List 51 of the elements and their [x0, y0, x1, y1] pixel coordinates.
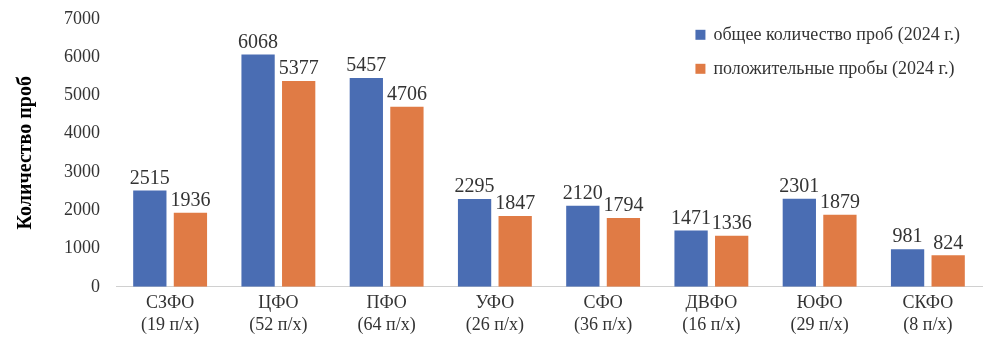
bar: [282, 80, 316, 287]
x-tick-label: СФО (36 п/х): [574, 292, 633, 335]
bar: [349, 77, 383, 287]
bar: [498, 216, 532, 287]
bar: [606, 218, 641, 287]
bar: [241, 54, 275, 287]
bar: [173, 212, 208, 287]
bar: [457, 198, 492, 287]
x-tick-label: ЦФО (52 п/х): [249, 292, 308, 335]
data-label: 1879: [819, 190, 860, 213]
data-label: 1336: [711, 210, 752, 233]
bar: [782, 198, 816, 287]
y-tick-label: 0: [91, 275, 100, 296]
x-tick-label: ПФО (64 п/х): [357, 292, 416, 335]
bar: [133, 190, 167, 287]
legend-label: положительные пробы (2024 г.): [713, 57, 955, 79]
x-tick-label: СКФО (8 п/х): [902, 292, 954, 335]
y-axis-title: Количество проб: [13, 76, 37, 230]
data-label: 981: [892, 224, 923, 247]
bar: [390, 106, 424, 287]
bar: [674, 230, 708, 287]
data-label: 1847: [495, 191, 536, 214]
y-tick-label: 5000: [64, 84, 100, 105]
y-tick-label: 4000: [64, 122, 100, 143]
data-label: 2120: [562, 180, 603, 203]
bar: [823, 214, 857, 287]
data-label: 5377: [278, 56, 319, 79]
data-label: 6068: [238, 29, 279, 52]
y-tick-label: 2000: [64, 198, 100, 219]
data-label: 1471: [671, 205, 712, 228]
data-label: 2301: [779, 173, 820, 196]
data-label: 824: [933, 230, 964, 253]
x-tick-label: СЗФО (19 п/х): [141, 292, 200, 335]
data-label: 1936: [170, 187, 211, 210]
legend-label: общее количество проб (2024 г.): [713, 23, 961, 45]
data-label: 2515: [129, 165, 170, 188]
data-label: 2295: [454, 174, 495, 197]
y-tick-label: 6000: [64, 45, 100, 66]
data-label: 4706: [386, 81, 427, 104]
data-label: 5457: [346, 53, 387, 76]
bar: [715, 235, 749, 287]
bar: [931, 255, 965, 287]
y-tick-label: 1000: [64, 237, 100, 258]
x-tick-label: УФО (26 п/х): [465, 292, 524, 335]
y-tick-label: 7000: [64, 7, 100, 28]
y-tick-label: 3000: [64, 160, 100, 181]
x-tick-label: ДВФО (16 п/х): [682, 292, 741, 335]
data-label: 1794: [603, 193, 644, 216]
bar: [566, 205, 600, 287]
bar: [890, 249, 925, 287]
x-tick-label: ЮФО (29 п/х): [790, 292, 849, 335]
